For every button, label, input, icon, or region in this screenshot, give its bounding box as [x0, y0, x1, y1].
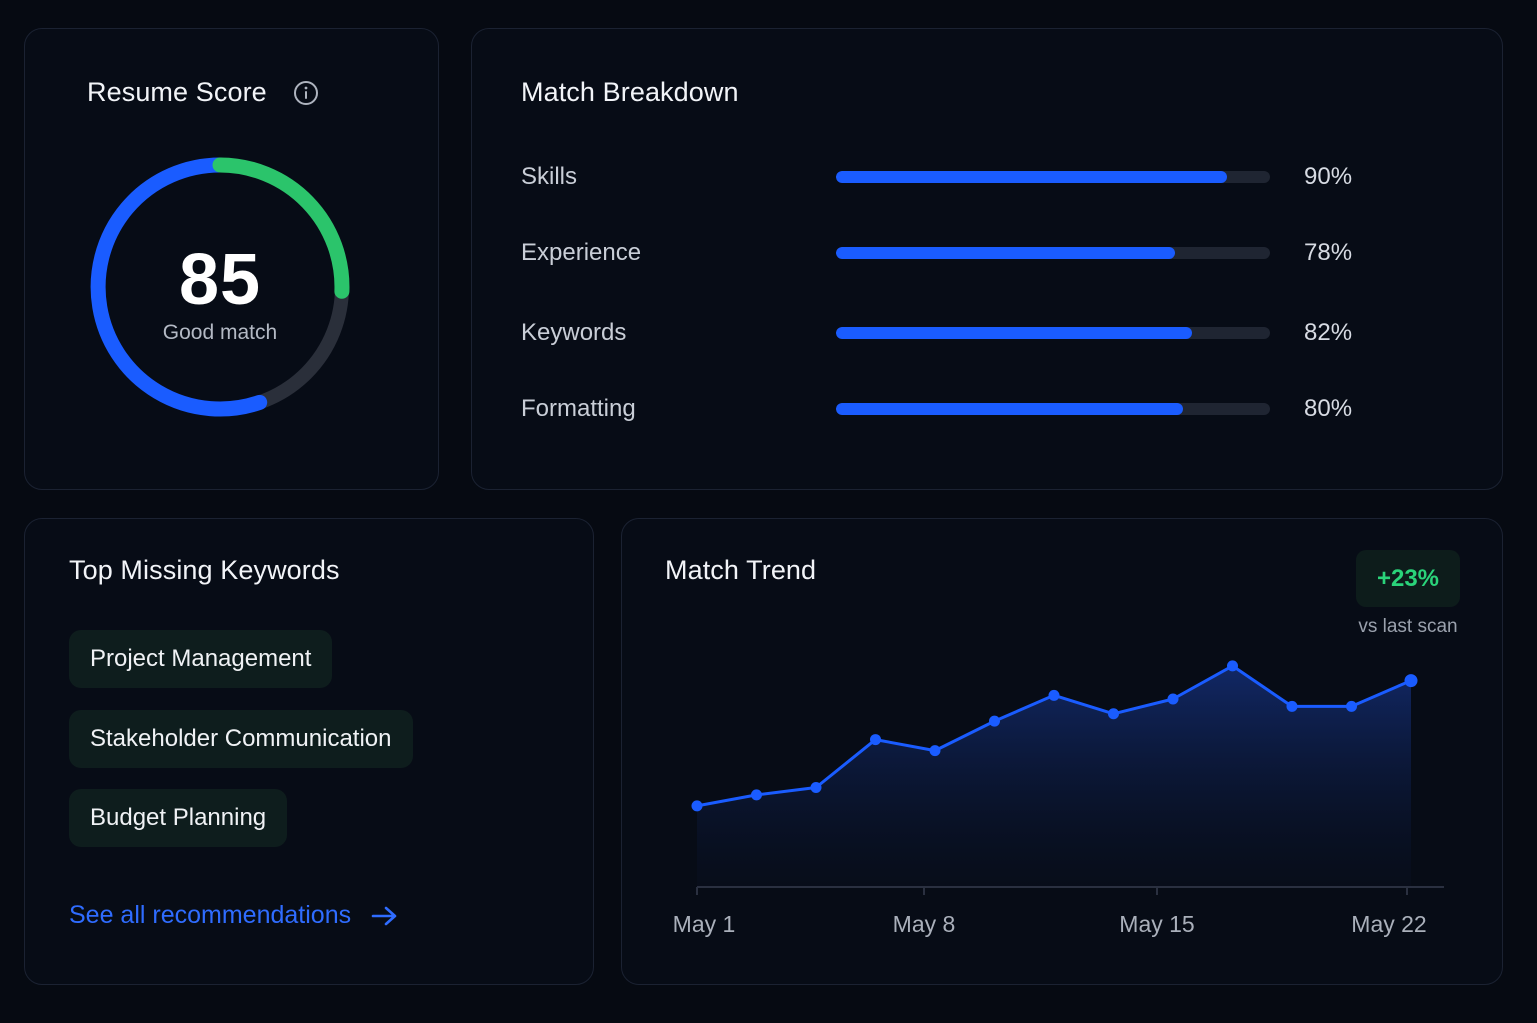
- missing-keywords-card: Top Missing Keywords Project Management …: [24, 518, 594, 985]
- see-all-recommendations-label: See all recommendations: [69, 901, 352, 929]
- info-icon[interactable]: [293, 80, 319, 106]
- trend-point: [1048, 689, 1060, 701]
- keyword-chip[interactable]: Budget Planning: [69, 789, 288, 847]
- score-ring-progress: [90, 157, 268, 417]
- breakdown-fill: [836, 247, 1175, 259]
- breakdown-row-formatting: Formatting 80%: [472, 389, 1502, 429]
- score-label: Good match: [162, 321, 278, 344]
- breakdown-label: Skills: [521, 163, 578, 190]
- trend-point: [1404, 674, 1418, 688]
- trend-point: [691, 800, 703, 812]
- trend-delta-caption: vs last scan: [1358, 616, 1458, 637]
- match-trend-card: May 1 May 8 May 15 May 22 Match Trend +23% …: [621, 518, 1503, 985]
- breakdown-row-keywords: Keywords 82%: [472, 313, 1502, 353]
- arrow-right-icon: [371, 906, 397, 925]
- breakdown-value: 80%: [1304, 395, 1353, 422]
- match-trend-title: Match Trend: [665, 555, 817, 585]
- match-breakdown-card: Match Breakdown Skills 90% Experience 78…: [471, 28, 1503, 490]
- see-all-recommendations-link[interactable]: See all recommendations: [69, 901, 399, 930]
- trend-x-tick-label: May 15: [1119, 911, 1194, 937]
- trend-point: [1108, 708, 1119, 720]
- resume-score-title: Resume Score: [87, 77, 267, 107]
- keyword-chip[interactable]: Stakeholder Communication: [69, 710, 413, 768]
- trend-x-tick-label: May 1: [673, 911, 736, 937]
- trend-delta-badge: +23%: [1356, 550, 1460, 607]
- match-breakdown-title: Match Breakdown: [521, 77, 739, 107]
- match-trend-chart: May 1 May 8 May 15 May 22: [673, 660, 1444, 937]
- breakdown-track: [836, 327, 1270, 339]
- breakdown-value: 78%: [1304, 239, 1353, 266]
- trend-point: [1227, 660, 1238, 672]
- trend-point: [1346, 700, 1357, 712]
- score-ring-accent: [212, 157, 350, 299]
- trend-point: [929, 745, 941, 757]
- trend-area: [697, 665, 1411, 887]
- trend-x-tick-label: May 8: [893, 911, 956, 937]
- breakdown-track: [836, 247, 1270, 259]
- trend-point: [1286, 700, 1298, 712]
- resume-score-card: Resume Score 85 Good match: [24, 28, 439, 490]
- keyword-chip[interactable]: Project Management: [69, 630, 333, 688]
- trend-point: [751, 789, 762, 801]
- breakdown-value: 90%: [1304, 163, 1353, 190]
- missing-keywords-title: Top Missing Keywords: [69, 555, 340, 585]
- breakdown-fill: [836, 403, 1184, 415]
- breakdown-fill: [836, 171, 1227, 183]
- breakdown-fill: [836, 327, 1192, 339]
- breakdown-value: 82%: [1304, 319, 1353, 346]
- trend-point: [989, 715, 1000, 727]
- breakdown-label: Keywords: [521, 319, 627, 346]
- trend-point: [810, 781, 822, 793]
- trend-point: [870, 734, 881, 746]
- trend-point: [1167, 693, 1179, 705]
- breakdown-track: [836, 403, 1270, 415]
- score-ring: [90, 157, 350, 417]
- score-value: 85: [178, 240, 262, 320]
- breakdown-row-experience: Experience 78%: [472, 233, 1502, 273]
- breakdown-label: Experience: [521, 239, 642, 266]
- breakdown-row-skills: Skills 90%: [472, 157, 1502, 197]
- breakdown-track: [836, 171, 1270, 183]
- trend-x-tick-label: May 22: [1351, 911, 1426, 937]
- breakdown-label: Formatting: [521, 395, 636, 422]
